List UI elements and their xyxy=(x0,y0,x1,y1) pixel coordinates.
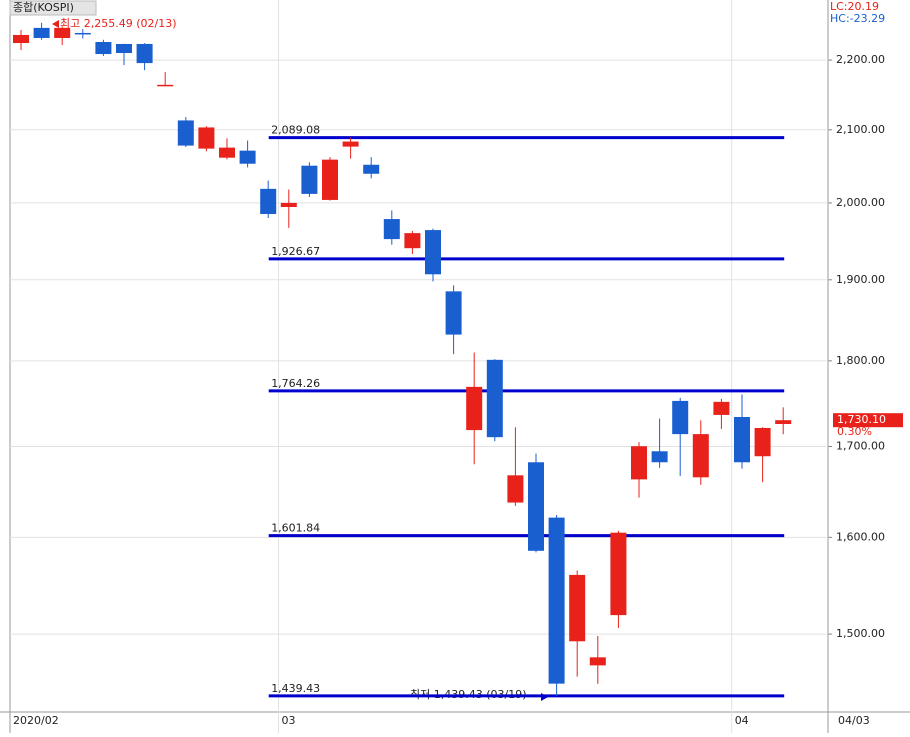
y-tick-label: 1,900.00 xyxy=(836,273,885,286)
candle-body xyxy=(404,233,421,249)
chart-title: 종합(KOSPI) xyxy=(13,1,74,14)
y-tick-label: 1,500.00 xyxy=(836,627,885,640)
fib-level-label: 2,089.08 xyxy=(271,124,320,137)
candle-body xyxy=(775,420,792,425)
candle-body xyxy=(589,657,606,666)
candle-body xyxy=(383,219,400,240)
candle-body xyxy=(95,42,112,55)
candle-body xyxy=(74,32,91,35)
candle-body xyxy=(692,434,709,478)
candle-body xyxy=(548,517,565,684)
high-annotation: 최고 2,255.49 (02/13) xyxy=(60,17,177,30)
title-box xyxy=(9,0,97,16)
candle-body xyxy=(33,27,50,38)
candle-body xyxy=(322,159,338,200)
fib-level-label: 1,764.26 xyxy=(271,377,320,390)
x-tick-label: 2020/02 xyxy=(13,714,59,727)
candle-body xyxy=(54,27,71,38)
candle-body xyxy=(486,359,503,438)
fib-level-label: 1,926.67 xyxy=(271,245,320,258)
fib-level-label: 1,601.84 xyxy=(271,522,320,535)
candle-body xyxy=(280,202,297,207)
candle-body xyxy=(610,532,627,616)
candle-body xyxy=(116,43,132,54)
change-label: 0.30% xyxy=(837,425,872,438)
candle-body xyxy=(445,291,462,335)
x-tick-label: 03 xyxy=(282,714,296,727)
y-tick-label: 2,000.00 xyxy=(836,196,885,209)
current-date: 04/03 xyxy=(838,714,870,727)
candle-body xyxy=(631,446,647,480)
candle-body xyxy=(754,428,771,457)
candle-body xyxy=(239,150,256,164)
candle-body xyxy=(157,84,174,87)
candle-body xyxy=(569,574,586,642)
candle-body xyxy=(342,141,359,147)
candle-body xyxy=(734,416,750,463)
candle-body xyxy=(136,43,153,64)
y-tick-label: 1,700.00 xyxy=(836,439,885,452)
candle-body xyxy=(651,451,668,463)
lc-label: LC:20.19 xyxy=(830,0,879,13)
candle-body xyxy=(528,462,544,551)
candle-body xyxy=(363,164,380,174)
y-tick-label: 1,600.00 xyxy=(836,530,885,543)
high-arrow xyxy=(52,20,59,28)
current-price-box xyxy=(833,413,903,428)
candle-body xyxy=(260,188,277,214)
current-price-label: 1,730.10 xyxy=(837,413,886,426)
candle-body xyxy=(219,147,235,158)
hc-label: HC:-23.29 xyxy=(830,12,885,25)
candle-body xyxy=(13,34,29,44)
candle-body xyxy=(713,401,730,415)
fib-level-label: 1,439.43 xyxy=(271,682,320,695)
y-tick-label: 1,800.00 xyxy=(836,354,885,367)
candle-body xyxy=(301,165,318,194)
candle-body xyxy=(425,230,441,275)
candle-body xyxy=(672,400,689,435)
y-tick-label: 2,200.00 xyxy=(836,53,885,66)
candle-body xyxy=(177,120,194,146)
candle-body xyxy=(466,386,483,431)
candle-body xyxy=(507,475,524,503)
x-tick-label: 04 xyxy=(735,714,749,727)
candle-body xyxy=(198,127,215,149)
y-tick-label: 2,100.00 xyxy=(836,123,885,136)
